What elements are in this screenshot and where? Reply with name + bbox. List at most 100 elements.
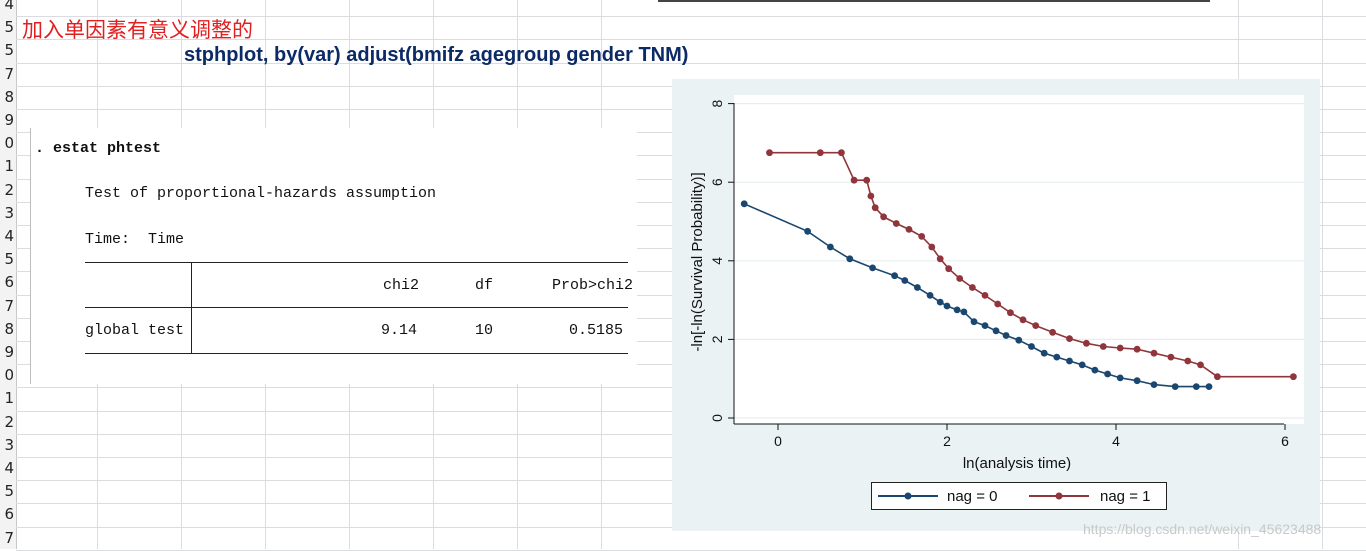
- row-number[interactable]: 3: [4, 203, 14, 222]
- stata-command-cell[interactable]: stphplot, by(var) adjust(bmifz agegroup …: [184, 44, 689, 66]
- x-tick-label: 0: [774, 433, 782, 449]
- data-point-nag1: [1197, 361, 1204, 369]
- data-point-nag1: [905, 226, 913, 233]
- row-number[interactable]: 5: [4, 482, 14, 501]
- x-tick-label: 6: [1281, 433, 1289, 449]
- data-point-nag1: [1167, 353, 1175, 361]
- col-header-chi2: chi2: [383, 277, 420, 294]
- data-point-nag0: [1002, 332, 1010, 339]
- data-point-nag0: [1040, 349, 1048, 357]
- legend-marker-nag1: [1055, 492, 1063, 500]
- data-point-nag0: [1028, 343, 1035, 350]
- row-number[interactable]: 6: [4, 505, 14, 524]
- legend-marker-nag0: [904, 492, 912, 500]
- data-point-nag0: [827, 243, 834, 251]
- row-number[interactable]: 1: [4, 157, 14, 176]
- data-point-nag1: [867, 192, 875, 200]
- data-point-nag0: [1171, 383, 1179, 390]
- row-number[interactable]: 1: [4, 389, 14, 408]
- data-point-nag1: [1116, 344, 1124, 352]
- data-point-nag1: [928, 243, 936, 251]
- data-point-nag1: [969, 284, 976, 291]
- data-point-nag1: [1007, 309, 1014, 317]
- row-number[interactable]: 2: [4, 180, 14, 199]
- row-number[interactable]: 7: [4, 528, 14, 547]
- data-point-nag1: [1032, 322, 1040, 329]
- column-gridline: [1322, 0, 1323, 549]
- data-point-nag0: [869, 264, 876, 272]
- y-tick-label: 6: [709, 178, 725, 186]
- table-bottom-rule: [85, 353, 628, 354]
- data-point-nag0: [1053, 353, 1061, 361]
- data-point-nag1: [1214, 373, 1221, 381]
- row-number[interactable]: 5: [4, 41, 14, 60]
- data-point-nag1: [816, 149, 824, 157]
- data-point-nag1: [766, 149, 773, 157]
- top-image-border: [658, 0, 1210, 2]
- time-label: Time: Time: [85, 231, 185, 248]
- row-number[interactable]: 2: [4, 412, 14, 431]
- data-point-nag0: [1091, 366, 1099, 374]
- top-image-strip: [605, 0, 1225, 13]
- row-number[interactable]: 6: [4, 273, 14, 292]
- row-number[interactable]: 0: [4, 134, 14, 153]
- row-gridline: [16, 62, 1366, 64]
- row-number[interactable]: 3: [4, 435, 14, 454]
- data-point-nag1: [850, 176, 858, 184]
- data-point-nag1: [1133, 345, 1141, 353]
- data-point-nag1: [838, 149, 845, 157]
- data-point-nag0: [953, 306, 961, 314]
- row-number[interactable]: 7: [4, 296, 14, 315]
- data-point-nag1: [936, 255, 944, 263]
- stata-prompt: . estat phtest: [35, 140, 162, 157]
- legend-label-nag0: nag = 0: [947, 488, 997, 505]
- data-point-nag1: [871, 204, 879, 212]
- row-number[interactable]: 4: [4, 0, 14, 13]
- x-axis-label: ln(analysis time): [963, 455, 1071, 472]
- data-point-nag1: [1019, 316, 1027, 324]
- y-tick-label: 8: [709, 99, 725, 107]
- col-header-prob: Prob>chi2: [552, 277, 634, 294]
- data-point-nag1: [1184, 357, 1192, 365]
- data-point-nag0: [943, 302, 951, 310]
- y-tick-label: 0: [709, 414, 725, 422]
- row-header-column: 4 5 5 7 8 9 0 1 2 3 4 5 6 7 8 9 0 1 2 3 4 5 6 7: [0, 0, 17, 549]
- row-number[interactable]: 8: [4, 87, 14, 106]
- row-number[interactable]: 9: [4, 343, 14, 361]
- plot-area: [734, 95, 1304, 424]
- row-number[interactable]: 0: [4, 366, 14, 385]
- y-tick-label: 2: [709, 335, 725, 343]
- data-point-nag1: [880, 213, 887, 221]
- data-point-nag1: [1049, 328, 1056, 336]
- chart-svg: 0 2 4 6 8 0 2 4 6 ln(analysis time) -ln[-ln(Surv…: [689, 95, 1304, 472]
- row-number[interactable]: 9: [4, 111, 14, 129]
- row-number[interactable]: 4: [4, 459, 14, 477]
- data-point-nag0: [970, 318, 978, 326]
- data-point-nag0: [846, 255, 854, 263]
- data-point-nag0: [1078, 361, 1086, 369]
- data-point-nag0: [1116, 374, 1124, 382]
- data-point-nag0: [1104, 370, 1111, 378]
- data-point-nag1: [1083, 339, 1090, 347]
- row-label-global-test: global test: [85, 322, 185, 339]
- value-chi2: 9.14: [381, 322, 418, 339]
- y-tick-label: 4: [709, 257, 725, 265]
- data-point-nag0: [960, 308, 968, 316]
- y-axis-label: -ln[-ln(Survival Probability)]: [689, 172, 706, 351]
- row-number[interactable]: 8: [4, 319, 14, 338]
- data-point-nag0: [1066, 357, 1073, 365]
- data-point-nag0: [1133, 377, 1141, 385]
- row-number[interactable]: 5: [4, 18, 14, 37]
- chinese-note-cell[interactable]: 加入单因素有意义调整的: [22, 18, 253, 42]
- row-number[interactable]: 4: [4, 227, 14, 245]
- row-number[interactable]: 7: [4, 64, 14, 83]
- stphplot-chart[interactable]: 0 2 4 6 8 0 2 4 6 ln(analysis time) -ln[-ln(Surv…: [672, 79, 1320, 531]
- data-point-nag1: [1066, 335, 1073, 342]
- data-point-nag0: [992, 327, 1000, 335]
- chart-legend: nag = 0 nag = 1: [871, 482, 1167, 510]
- csdn-watermark: https://blog.csdn.net/weixin_45623488: [1083, 521, 1322, 537]
- row-number[interactable]: 5: [4, 250, 14, 269]
- data-point-nag0: [936, 298, 944, 306]
- data-point-nag1: [892, 220, 900, 227]
- value-df: 10: [475, 322, 494, 339]
